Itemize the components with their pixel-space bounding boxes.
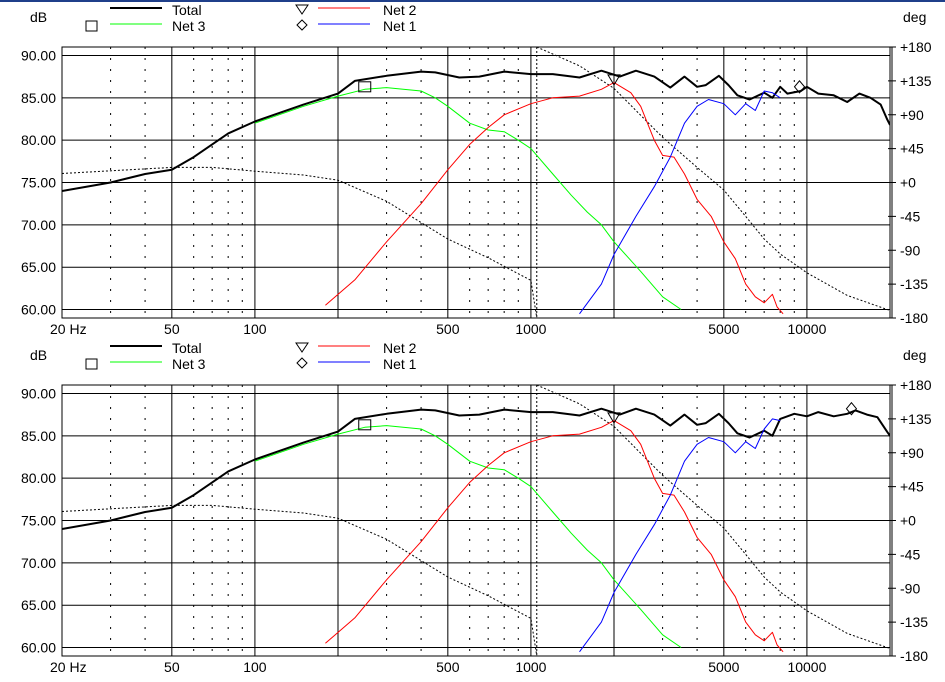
legend-label-1: Net 2: [383, 2, 417, 18]
net1-curve-marker: [845, 401, 858, 416]
x-tick-label: 50: [164, 321, 180, 337]
legend-label-0: Total: [172, 340, 202, 356]
series-line-net-1: [579, 418, 781, 653]
right-tick-label: +0: [900, 513, 916, 529]
right-unit-label: deg: [903, 347, 926, 363]
x-tick-label: 10000: [787, 659, 826, 675]
y-tick-label: 90.00: [21, 47, 56, 63]
legend-label-3: Net 1: [383, 18, 417, 34]
x-tick-label: 100: [243, 659, 267, 675]
chart-bottom: 90.00 85.00 80.00 75.00 70.00 65.00 60.00 +180 +…: [21, 340, 932, 675]
legend-label-1: Net 2: [383, 340, 417, 356]
y-tick-label: 75.00: [21, 513, 56, 529]
net1-curve-marker: [793, 80, 806, 94]
y-tick-label: 80.00: [21, 132, 56, 148]
y-tick-label: 80.00: [21, 470, 56, 486]
right-tick-label: +45: [900, 479, 924, 495]
legend-square-marker: [85, 20, 98, 32]
legend-label-0: Total: [172, 2, 202, 18]
legend-square-marker: [85, 358, 98, 370]
right-tick-label: -90: [900, 580, 920, 596]
right-tick-label: -135: [900, 614, 928, 630]
y-tick-label: 60.00: [21, 640, 56, 656]
phase-curve: [536, 385, 890, 649]
right-tick-label: -45: [900, 208, 920, 224]
y-tick-label: 65.00: [21, 597, 56, 613]
legend-diamond-marker: [296, 357, 308, 369]
y-tick-label: 70.00: [21, 217, 56, 233]
right-tick-label: -45: [900, 546, 920, 562]
right-tick-label: +90: [900, 445, 924, 461]
legend-label-2: Net 3: [172, 18, 206, 34]
y-tick-label: 70.00: [21, 555, 56, 571]
y-tick-label: 65.00: [21, 259, 56, 275]
net2-curve-marker: [607, 412, 621, 424]
right-tick-label: -90: [900, 242, 920, 258]
x-tick-label: 1000: [515, 659, 546, 675]
y-tick-label: 85.00: [21, 90, 56, 106]
x-tick-label: 5000: [708, 659, 739, 675]
plot-series-group: [62, 47, 890, 318]
y-tick-label: 90.00: [21, 385, 56, 401]
x-tick-label: 5000: [708, 321, 739, 337]
x-tick-label: 10000: [787, 321, 826, 337]
left-unit-label: dB: [30, 9, 47, 25]
net3-curve-marker: [358, 81, 372, 93]
plot-series-group: [62, 385, 890, 656]
right-tick-label: -180: [900, 648, 928, 664]
chart-top: 90.00 85.00 80.00 75.00 70.00 65.00 60.00 +180 +…: [21, 2, 932, 337]
left-unit-label: dB: [30, 347, 47, 363]
x-tick-label: 20 Hz: [50, 321, 87, 337]
y-tick-label: 60.00: [21, 302, 56, 318]
right-tick-label: +180: [900, 377, 932, 393]
x-tick-label: 1000: [515, 321, 546, 337]
phase-curve: [536, 47, 890, 311]
legend-triangle-marker: [295, 4, 309, 15]
phase-curve: [62, 504, 538, 656]
net3-curve-marker: [358, 419, 372, 431]
x-tick-label: 100: [243, 321, 267, 337]
window-top-border: [0, 0, 945, 2]
series-line-net-2: [325, 82, 784, 315]
series-line-total: [62, 69, 890, 192]
series-line-net-3: [254, 87, 682, 310]
legend-triangle-marker: [295, 342, 309, 353]
y-tick-label: 85.00: [21, 428, 56, 444]
legend-diamond-marker: [296, 19, 308, 31]
y-tick-label: 75.00: [21, 175, 56, 191]
x-tick-label: 500: [436, 659, 460, 675]
right-tick-label: +135: [900, 73, 932, 89]
right-unit-label: deg: [903, 9, 926, 25]
net2-curve-marker: [607, 74, 621, 86]
right-tick-label: +90: [900, 107, 924, 123]
right-tick-label: +45: [900, 141, 924, 157]
right-tick-label: -180: [900, 310, 928, 326]
series-line-net-2: [325, 420, 784, 653]
right-tick-label: +135: [900, 411, 932, 427]
right-tick-label: -135: [900, 276, 928, 292]
legend-label-3: Net 1: [383, 356, 417, 372]
phase-curve: [62, 166, 538, 318]
legend-label-2: Net 3: [172, 356, 206, 372]
x-tick-label: 50: [164, 659, 180, 675]
x-tick-label: 500: [436, 321, 460, 337]
right-tick-label: +180: [900, 39, 932, 55]
series-line-net-3: [254, 425, 682, 648]
x-tick-label: 20 Hz: [50, 659, 87, 675]
right-tick-label: +0: [900, 175, 916, 191]
series-line-total: [62, 407, 890, 530]
series-line-net-1: [579, 90, 781, 315]
